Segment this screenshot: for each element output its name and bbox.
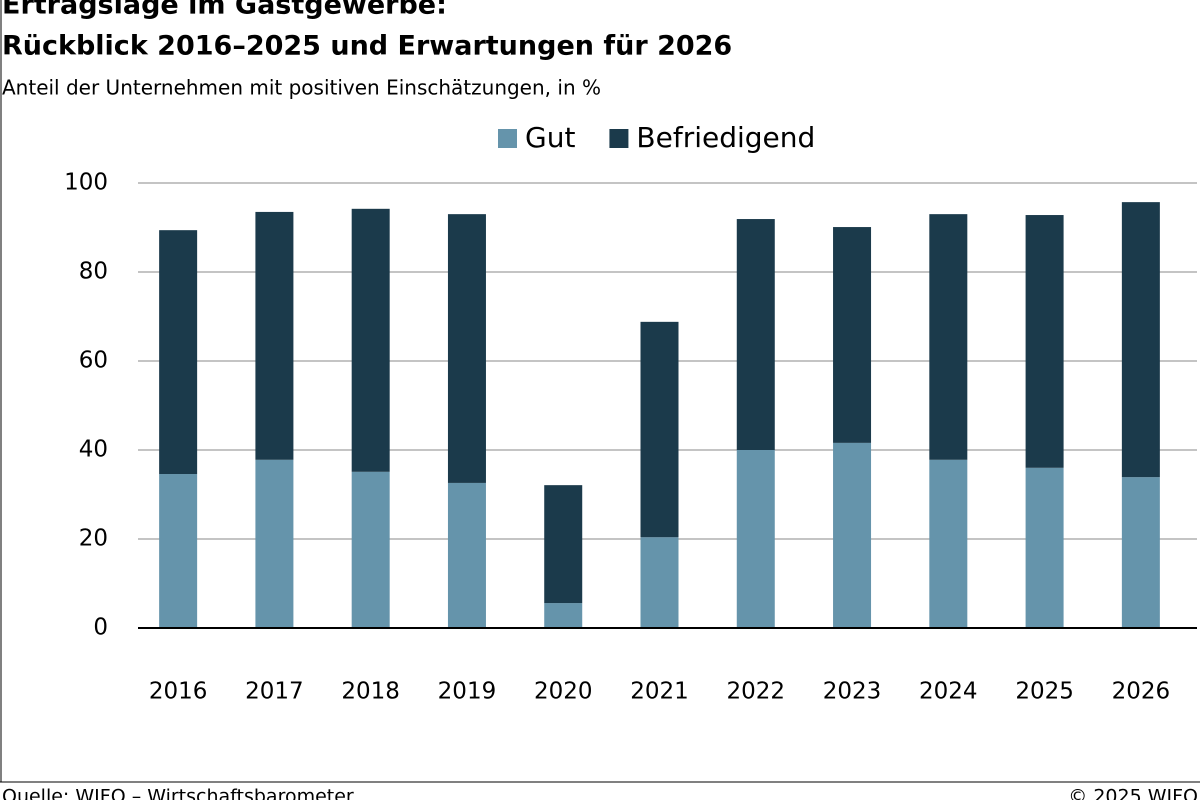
x-tick-label: 2026 [1112, 679, 1171, 705]
bar [1121, 477, 1160, 628]
x-tick-label: 2016 [149, 679, 208, 705]
x-tick-label: 2022 [726, 679, 785, 705]
y-tick-label: 40 [79, 437, 108, 463]
x-tick-label: 2020 [534, 679, 593, 705]
copyright: © 2025 WIFO [1068, 786, 1198, 800]
bar [1121, 202, 1160, 478]
chart-subtitle: Anteil der Unternehmen mit positiven Ein… [2, 76, 601, 100]
x-tick-label: 2017 [245, 679, 304, 705]
chart-title: Ertragslage im Gastgewerbe: [2, 0, 447, 21]
bar [833, 227, 872, 443]
source: Quelle: WIFO – Wirtschaftsbarometer [2, 786, 354, 800]
bar [255, 211, 294, 460]
chart-title: Rückblick 2016–2025 und Erwartungen für … [2, 31, 732, 62]
bar [447, 482, 486, 628]
bar [1025, 215, 1064, 468]
bar [640, 321, 679, 538]
y-tick-label: 20 [79, 526, 108, 552]
bar [1025, 467, 1064, 628]
legend-label: Befriedigend [636, 121, 815, 154]
bar [255, 459, 294, 628]
x-tick-label: 2025 [1015, 679, 1074, 705]
legend-swatch [498, 129, 517, 148]
x-tick-label: 2021 [630, 679, 689, 705]
bar [736, 450, 775, 628]
y-tick-label: 100 [64, 170, 108, 196]
bar [736, 219, 775, 450]
bar [929, 214, 968, 460]
x-tick-label: 2023 [823, 679, 882, 705]
y-tick-label: 0 [93, 615, 108, 641]
bar [640, 537, 679, 628]
bar [833, 442, 872, 628]
legend-swatch [609, 129, 629, 148]
bar [544, 603, 583, 628]
y-tick-label: 80 [79, 259, 108, 285]
y-tick-label: 60 [79, 348, 108, 374]
x-tick-label: 2018 [341, 679, 400, 705]
bar [351, 471, 390, 628]
x-tick-label: 2019 [438, 679, 497, 705]
bar [351, 208, 390, 472]
bar [159, 230, 198, 475]
bar [447, 214, 486, 483]
legend-label: Gut [525, 121, 575, 154]
bar [159, 474, 198, 628]
x-tick-label: 2024 [919, 679, 978, 705]
bar [929, 459, 968, 628]
bar [544, 485, 583, 604]
